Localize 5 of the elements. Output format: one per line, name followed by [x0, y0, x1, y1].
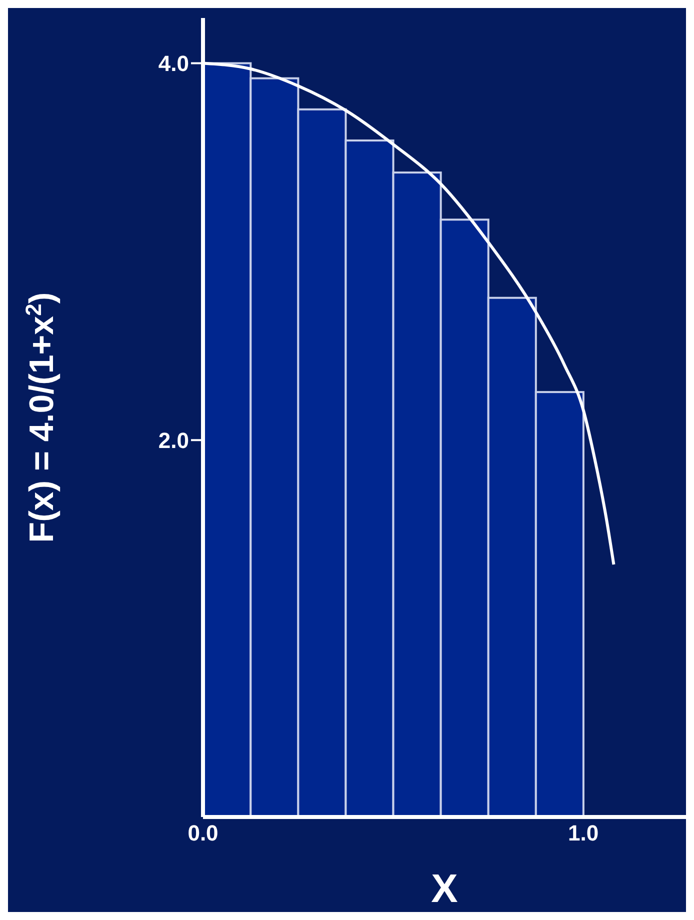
y-tick-label: 2.0 [158, 428, 189, 453]
x-axis-title: X [431, 867, 458, 911]
x-tick-label: 1.0 [568, 820, 599, 846]
y-tick-label: 4.0 [158, 51, 189, 76]
x-tick-label: 0.0 [188, 820, 218, 846]
